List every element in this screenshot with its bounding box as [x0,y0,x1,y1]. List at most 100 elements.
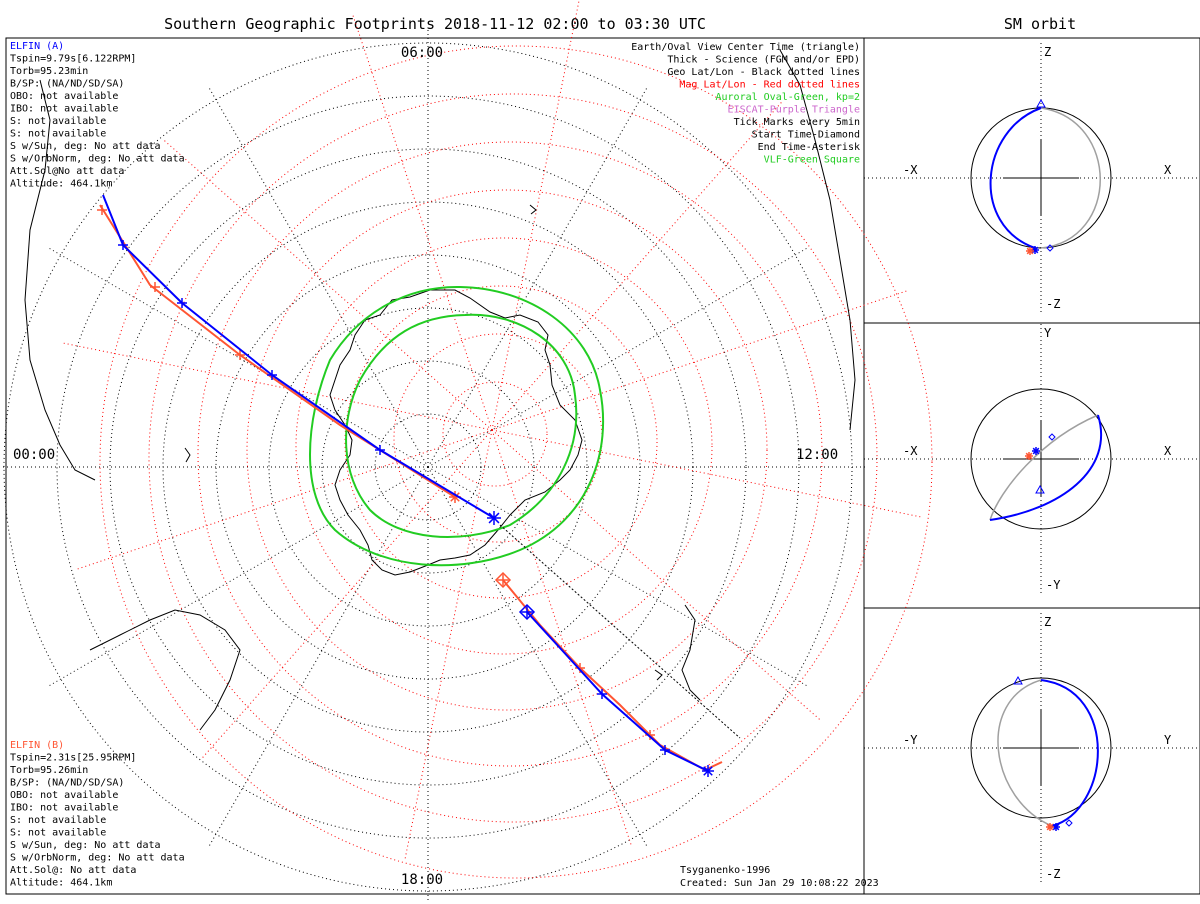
mag-lon-line [161,138,493,431]
info-line: OBO: not available [10,790,118,801]
orbit-path-gray [997,679,1053,827]
antarctica-coastline [329,289,583,576]
info-line: IBO: not available [10,104,118,115]
orbit-panel: Z -Z -Y Y [864,613,1200,883]
legend-entry: End Time-Asterisk [758,142,860,153]
orbit-label-left: -Y [903,733,918,747]
orbit-label-bottom: -Y [1046,578,1061,592]
legend-entry: Mag Lat/Lon - Red dotted lines [679,80,860,91]
geo-lat-circle [321,360,535,574]
auroral-oval-inner [345,313,578,538]
elfin-b-track [97,204,723,772]
mag-lat-circle [344,285,658,599]
elfin-a-track [102,194,714,777]
geo-lon-line [427,246,810,468]
island-coastline-1 [529,204,537,215]
mag-lat-circle [246,189,768,711]
info-line: B/SP: (NA/ND/SD/SA) [10,79,124,90]
orbit-triangle [1036,98,1046,108]
mag-lon-line [404,429,493,862]
info-line: Altitude: 464.1km [10,878,112,889]
orbit-asterisk-b [1046,823,1054,831]
orbit-diamond [1048,433,1056,441]
geo-grid [0,27,868,904]
mag-lat-circle [99,45,933,879]
orbit-triangle [1035,484,1045,494]
mag-lon-line [491,429,924,518]
info-line: S w/OrbNorm, deg: No att data [10,154,185,165]
orbit-path-blue [989,414,1103,521]
mag-lat-circle [393,333,603,543]
mag-lon-line [74,429,493,571]
auroral-oval-outer [309,285,605,567]
info-line: S w/Sun, deg: No att data [10,141,161,152]
satellite-name: ELFIN (B) [10,740,64,751]
legend-entry: EISCAT-Purple Triangle [728,105,860,116]
earth-circle [970,388,1112,530]
geo-lon-line [46,466,429,688]
orbit-label-bottom: -Z [1046,297,1060,311]
view-center-line [499,524,741,739]
info-line: IBO: not available [10,803,118,814]
geo-lon-line [427,85,649,468]
orbit-diamond [1046,244,1054,252]
orbit-path-gray [989,414,1099,521]
elfin-b-start-diamond [494,571,512,589]
coastlines [24,49,856,731]
legend: Earth/Oval View Center Time (triangle) Th… [631,42,860,166]
orbit-label-right: X [1164,163,1172,177]
legend-entry: Auroral Oval-Green, kp=2 [716,92,861,103]
mag-lon-line [491,429,823,722]
orbit-frame [863,37,1200,895]
orbit-asterisk [1032,447,1040,455]
map-frame [5,37,865,895]
elfin-a-end-asterisk [488,512,500,524]
info-line: S w/OrbNorm, deg: No att data [10,853,185,864]
info-line: Altitude: 464.1km [10,179,112,190]
elfin-b-end-asterisk [450,492,460,502]
mag-lon-line [491,289,910,431]
model-label: Tsyganenko-1996 [680,865,770,876]
orbit-title: SM orbit [1004,15,1076,33]
info-line: S: not available [10,116,106,127]
legend-entry: Earth/Oval View Center Time (triangle) [631,42,860,53]
orbit-triangle [1013,675,1023,685]
hour-label-left: 00:00 [13,447,55,463]
info-line: Torb=95.26min [10,765,88,776]
info-line: S: not available [10,815,106,826]
island-coastline-2 [184,447,191,463]
hour-label-bottom: 18:00 [401,872,443,888]
legend-entry: Thick - Science (FGM and/or EPD) [667,55,860,66]
island-coastline-3 [654,669,663,681]
satellite-name: ELFIN (A) [10,41,64,52]
orbit-panels: Z -Z -X X Y -Y -X X Z -Z -Y Y [864,43,1200,883]
orbit-diamond [1065,819,1073,827]
elfin-b-info: ELFIN (B) Tspin=2.31s[25.95RPM]Torb=95.26… [10,740,185,889]
chart-title: Southern Geographic Footprints 2018-11-1… [164,15,706,33]
orbit-path-gray [1040,107,1101,249]
geo-lon-line [46,246,429,468]
orbit-panel: Z -Z -X X [864,43,1200,313]
mag-lat-circle [295,237,713,655]
mag-lon-line [491,0,580,431]
geo-lon-line [427,466,649,849]
orbit-label-top: Z [1044,45,1051,59]
mag-lon-line [491,429,633,848]
mag-lon-line [60,342,493,431]
info-line: OBO: not available [10,91,118,102]
south-america-coastline [24,79,96,481]
orbit-label-bottom: -Z [1046,867,1060,881]
orbit-asterisk [1031,246,1039,254]
mag-lon-line [200,429,493,761]
info-line: S: not available [10,828,106,839]
hour-label-top: 06:00 [401,45,443,61]
hour-label-right: 12:00 [796,447,838,463]
orbit-asterisk-b [1025,452,1033,460]
satellite-tracks [97,194,723,777]
mag-lon-line [491,99,784,431]
mag-lat-circle [442,381,548,487]
africa-coastline [89,609,241,731]
mag-lon-line [351,12,493,431]
info-line: Att.Sol@: No att data [10,865,136,876]
new-zealand-coastline [681,604,701,701]
